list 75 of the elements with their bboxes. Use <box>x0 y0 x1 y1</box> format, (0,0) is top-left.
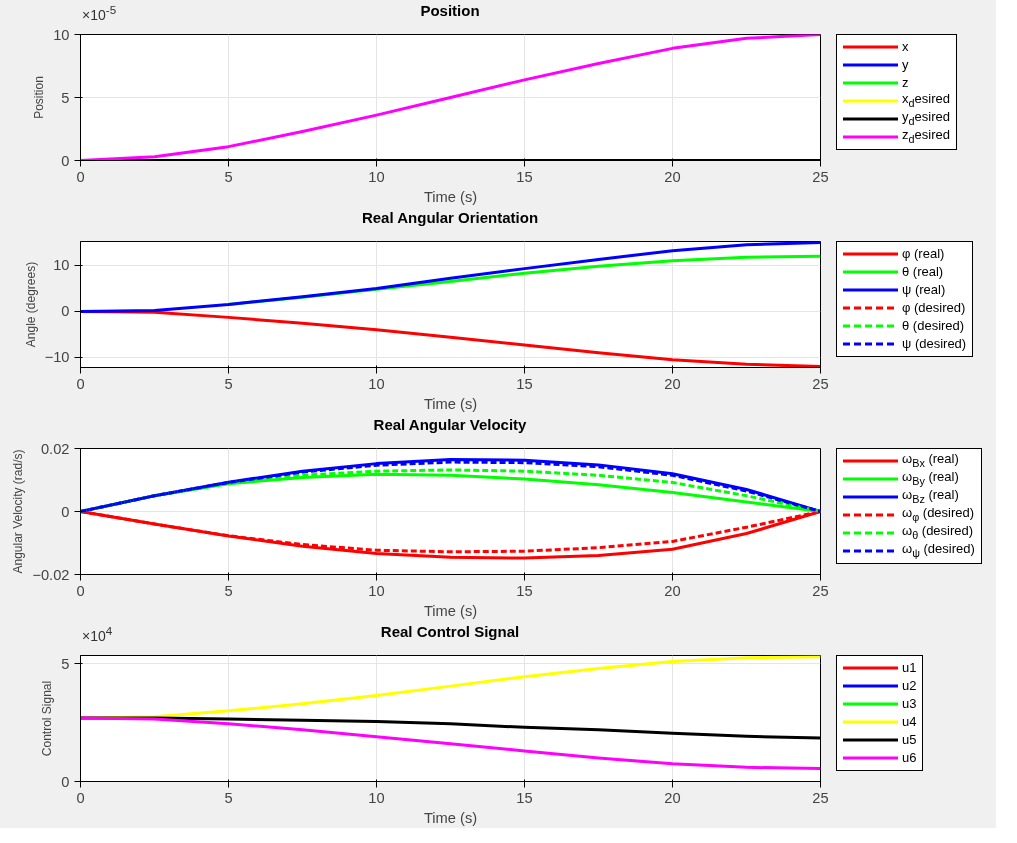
x-tick-label: 5 <box>224 375 233 392</box>
y-tick-label: 0 <box>61 503 70 520</box>
x-tick-label: 20 <box>664 375 681 392</box>
x-tick-label: 20 <box>664 168 681 185</box>
y-tick-label: 10 <box>53 26 70 43</box>
legend-label: ψ (real) <box>902 280 946 299</box>
x-tick-label: 5 <box>224 168 233 185</box>
legend-label: u6 <box>902 748 917 767</box>
legend-label: φ (desired) <box>902 298 966 317</box>
x-tick-label: 0 <box>76 375 85 392</box>
legend-label: x <box>902 37 909 56</box>
x-axis-title: Time (s) <box>423 602 478 619</box>
chart-title: Real Angular Orientation <box>360 208 540 228</box>
legend-label: u1 <box>902 658 917 677</box>
y-tick-label: 5 <box>61 89 70 106</box>
x-tick-label: 15 <box>516 168 533 185</box>
x-tick-label: 20 <box>664 789 681 806</box>
chart-title: Position <box>420 2 480 19</box>
line-series <box>80 716 821 771</box>
y-tick-label: 0 <box>61 152 70 169</box>
line-series <box>80 241 821 313</box>
x-tick-label: 25 <box>812 168 829 185</box>
x-tick-label: 10 <box>368 375 385 392</box>
x-axis-title: Time (s) <box>423 188 478 205</box>
x-axis-title: Time (s) <box>423 809 478 826</box>
legend-label: z <box>902 73 909 92</box>
legend-label: y$_{d}$esired <box>902 109 950 128</box>
x-axis-title: Time (s) <box>423 395 478 412</box>
y-tick-label: −10 <box>44 349 70 366</box>
legend-label: ω$_{Bx}$ (real) <box>902 451 959 470</box>
legend-label: u2 <box>902 676 917 695</box>
y-axis-title: Position <box>32 76 47 119</box>
legend-label: θ (desired) <box>902 316 965 335</box>
legend-label: ω$_{ψ}$ (desired) <box>902 540 975 562</box>
x-tick-label: 10 <box>368 168 385 185</box>
y-axis-title: Angular Velocity (rad/s) <box>11 449 26 574</box>
x-tick-label: 25 <box>812 789 829 806</box>
x-tick-label: 10 <box>368 582 385 599</box>
x-tick-label: 10 <box>368 789 385 806</box>
legend-label: ω$_{φ}$ (desired) <box>902 505 975 524</box>
x-tick-label: 15 <box>516 582 533 599</box>
legend-label: x$_{d}$esired <box>902 91 950 110</box>
x-tick-label: 20 <box>664 582 681 599</box>
y-tick-label: −0.02 <box>32 566 70 583</box>
x-tick-label: 25 <box>812 375 829 392</box>
x-tick-label: 0 <box>76 582 85 599</box>
legend-label: z$_{d}$esired <box>902 126 950 148</box>
y-tick-label: 10 <box>53 257 70 274</box>
y-tick-label: 0 <box>61 773 70 790</box>
legend-label: y <box>902 55 909 74</box>
legend-label: ψ (desired) <box>902 334 967 353</box>
legend-label: ω$_{θ}$ (desired) <box>902 523 974 542</box>
x-tick-label: 15 <box>516 375 533 392</box>
legend-label: u5 <box>902 730 917 749</box>
x-tick-label: 5 <box>224 789 233 806</box>
legend-label: θ (real) <box>902 262 944 281</box>
legend-label: φ (real) <box>902 244 945 263</box>
y-tick-label: 0.02 <box>40 440 70 457</box>
x-tick-label: 15 <box>516 789 533 806</box>
x-tick-label: 5 <box>224 582 233 599</box>
y-tick-label: 5 <box>61 655 70 672</box>
y-tick-label: 0 <box>61 303 70 320</box>
legend-label: ω$_{Bz}$ (real) <box>902 487 959 506</box>
legend-label: u3 <box>902 694 917 713</box>
legend-label: ω$_{By}$ (real) <box>902 469 959 488</box>
x-tick-label: 0 <box>76 168 85 185</box>
y-axis-title: Angle (degrees) <box>23 261 38 348</box>
legend-label: u4 <box>902 712 917 731</box>
text: ×10$^{-5}$ <box>82 2 117 25</box>
text: ×10$^{4}$ <box>82 623 113 646</box>
chart-title: Real Angular Velocity <box>372 415 528 435</box>
chart-title: Real Control Signal <box>380 623 520 640</box>
x-tick-label: 0 <box>76 789 85 806</box>
y-axis-title: Control Signal <box>40 680 55 757</box>
x-tick-label: 25 <box>812 582 829 599</box>
